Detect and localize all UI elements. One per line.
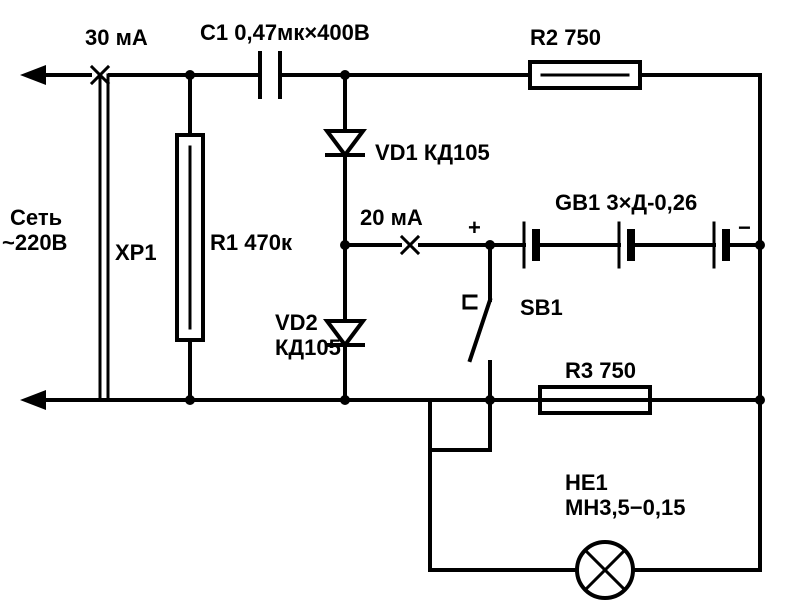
- label-r3: R3 750: [565, 358, 636, 383]
- label-vd1: VD1 КД105: [375, 140, 490, 165]
- label-mains-2: ~220В: [2, 230, 67, 255]
- label-gb1: GB1 3×Д-0,26: [555, 190, 697, 215]
- label-r1: R1 470к: [210, 230, 293, 255]
- arrow-left-icon: [20, 65, 46, 85]
- label-current-mid: 20 мА: [360, 205, 423, 230]
- label-he1-a: HE1: [565, 470, 608, 495]
- arrow-left-icon: [20, 390, 46, 410]
- label-xp1: XP1: [115, 240, 157, 265]
- label-plus: +: [468, 215, 481, 240]
- label-r2: R2 750: [530, 25, 601, 50]
- label-minus: −: [738, 215, 751, 240]
- label-vd2-b: КД105: [275, 335, 341, 360]
- label-sb1: SB1: [520, 295, 563, 320]
- label-mains-1: Сеть: [10, 205, 62, 230]
- label-vd2-a: VD2: [275, 310, 318, 335]
- label-current-top: 30 мА: [85, 25, 148, 50]
- label-he1-b: МН3,5−0,15: [565, 495, 685, 520]
- label-c1: C1 0,47мк×400В: [200, 20, 370, 45]
